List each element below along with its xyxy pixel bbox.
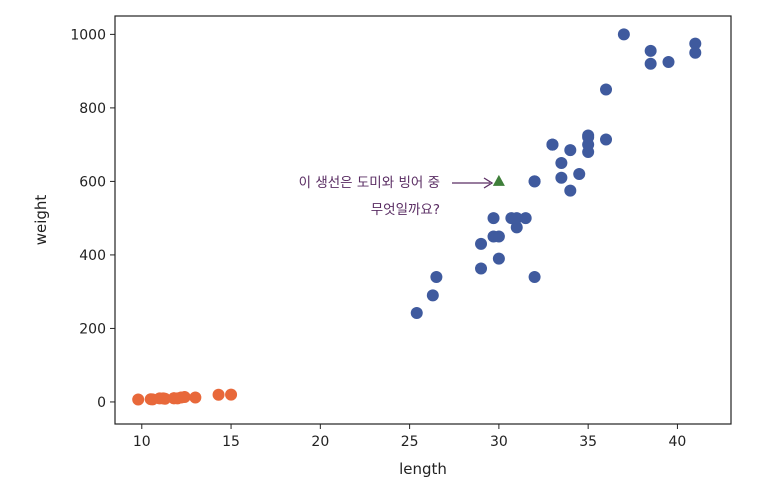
- data-point-s0-11: [510, 212, 523, 225]
- data-point-s0-30: [644, 57, 657, 70]
- plot-area: [114, 15, 732, 425]
- data-point-s0-4: [475, 237, 488, 250]
- data-point-s0-28: [600, 83, 613, 96]
- y-axis-label: weight: [32, 195, 50, 246]
- data-point-s0-33: [689, 37, 702, 50]
- x-tick-label-30: 30: [490, 434, 508, 450]
- data-point-s1-12: [212, 388, 225, 401]
- annotation-line-2: 무엇일까요?: [371, 202, 440, 218]
- data-point-s0-32: [662, 55, 675, 68]
- x-tick-label-25: 25: [401, 434, 419, 450]
- annotation-arrow-head: [483, 177, 494, 189]
- x-tick-label-15: 15: [222, 434, 240, 450]
- data-point-s1-13: [225, 388, 238, 401]
- annotation-line-1: 이 생선은 도미와 빙어 중: [299, 175, 440, 191]
- data-point-s0-29: [617, 28, 630, 41]
- data-point-s1-5: [158, 392, 171, 405]
- x-tick-label-10: 10: [133, 434, 151, 450]
- data-marks: [132, 28, 702, 406]
- data-point-s0-6: [487, 212, 500, 225]
- data-point-s1-10: [178, 391, 191, 404]
- x-tick-label-40: 40: [669, 434, 687, 450]
- data-point-s0-1: [426, 289, 439, 302]
- data-point-s0-17: [546, 138, 559, 151]
- data-point-s0-13: [528, 270, 541, 283]
- data-point-s0-34: [689, 46, 702, 59]
- data-point-s1-11: [189, 391, 202, 404]
- data-point-s1-0: [132, 393, 145, 406]
- data-point-s0-19: [555, 157, 568, 170]
- data-point-s0-15: [528, 175, 541, 188]
- y-tick-label-200: 200: [79, 321, 106, 337]
- data-point-s0-18: [555, 171, 568, 184]
- y-tick-label-800: 800: [79, 101, 106, 117]
- data-point-s0-20: [564, 184, 577, 197]
- x-tick-label-20: 20: [311, 434, 329, 450]
- x-axis-label: length: [399, 460, 447, 478]
- data-point-s0-8: [492, 230, 505, 243]
- y-tick-label-400: 400: [79, 248, 106, 264]
- data-point-s0-2: [430, 270, 443, 283]
- data-point-s0-26: [582, 131, 595, 144]
- data-point-s0-31: [644, 44, 657, 57]
- data-point-s0-7: [492, 252, 505, 265]
- data-point-s2-0: [492, 174, 505, 186]
- data-point-s0-21: [564, 144, 577, 157]
- y-tick-label-0: 0: [97, 395, 106, 411]
- data-point-s0-3: [475, 262, 488, 275]
- y-tick-label-1000: 1000: [70, 27, 106, 43]
- data-point-s0-22: [573, 168, 586, 181]
- data-point-s0-0: [410, 306, 423, 319]
- data-point-s0-12: [519, 212, 532, 225]
- data-point-s0-10: [510, 221, 523, 234]
- x-tick-label-35: 35: [579, 434, 597, 450]
- data-point-s0-27: [600, 133, 613, 146]
- plot-frame: [114, 15, 732, 425]
- annotation: 이 생선은 도미와 빙어 중 무엇일까요?: [299, 175, 494, 218]
- y-tick-label-600: 600: [79, 174, 106, 190]
